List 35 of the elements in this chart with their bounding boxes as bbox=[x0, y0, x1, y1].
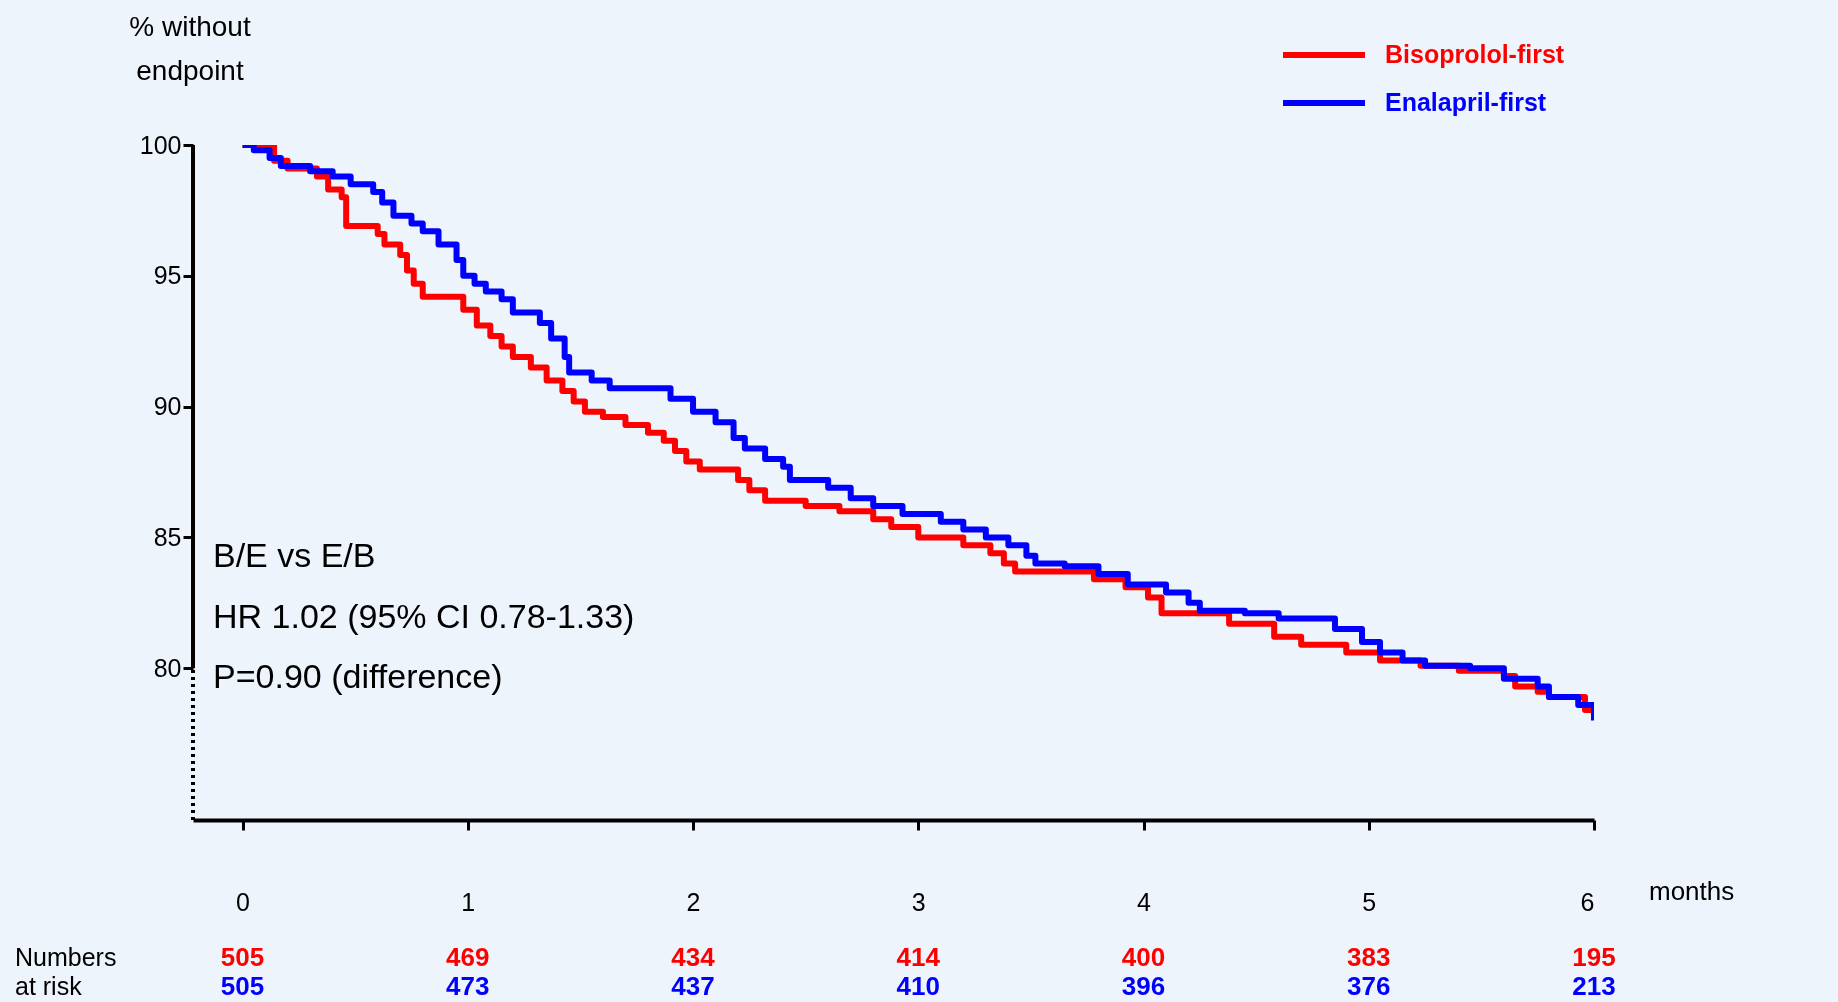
x-tick-label: 5 bbox=[1362, 887, 1377, 916]
annotation: P=0.90 (difference) bbox=[213, 657, 503, 695]
legend-label: Bisoprolol-first bbox=[1385, 40, 1565, 68]
x-axis-title: months bbox=[1649, 876, 1735, 906]
text: 505 bbox=[220, 971, 265, 1001]
text: 410 bbox=[896, 971, 940, 1001]
text: 434 bbox=[671, 942, 716, 972]
text: at risk bbox=[15, 972, 83, 1000]
y-tick-label: 90 bbox=[153, 392, 182, 421]
x-tick-label: 3 bbox=[911, 887, 926, 916]
legend-label: Enalapril-first bbox=[1385, 88, 1547, 116]
text: 437 bbox=[671, 971, 715, 1001]
text: 414 bbox=[896, 942, 941, 972]
x-tick-label: 0 bbox=[236, 887, 251, 916]
y-axis-title: % without endpoint bbox=[129, 11, 251, 86]
annotation: HR 1.02 (95% CI 0.78-1.33) bbox=[213, 596, 635, 635]
text: 469 bbox=[446, 942, 490, 972]
annotation: B/E vs E/B bbox=[213, 536, 376, 574]
text: 473 bbox=[446, 971, 490, 1001]
y-tick-label: 85 bbox=[153, 522, 182, 551]
text: 213 bbox=[1572, 971, 1616, 1001]
text: 396 bbox=[1121, 971, 1166, 1001]
text: Numbers bbox=[15, 943, 117, 971]
x-tick-label: 6 bbox=[1580, 887, 1595, 916]
text: 195 bbox=[1572, 942, 1616, 972]
y-tick-label: 80 bbox=[153, 653, 182, 682]
y-tick-label: 100 bbox=[139, 130, 182, 159]
x-tick-label: 2 bbox=[686, 887, 701, 916]
y-tick-label: 95 bbox=[153, 261, 182, 290]
x-tick-label: 4 bbox=[1137, 887, 1152, 916]
text: 400 bbox=[1121, 942, 1166, 972]
text: 383 bbox=[1347, 942, 1391, 972]
text: 376 bbox=[1347, 971, 1391, 1001]
text: 505 bbox=[220, 942, 265, 972]
x-tick-label: 1 bbox=[461, 887, 476, 916]
